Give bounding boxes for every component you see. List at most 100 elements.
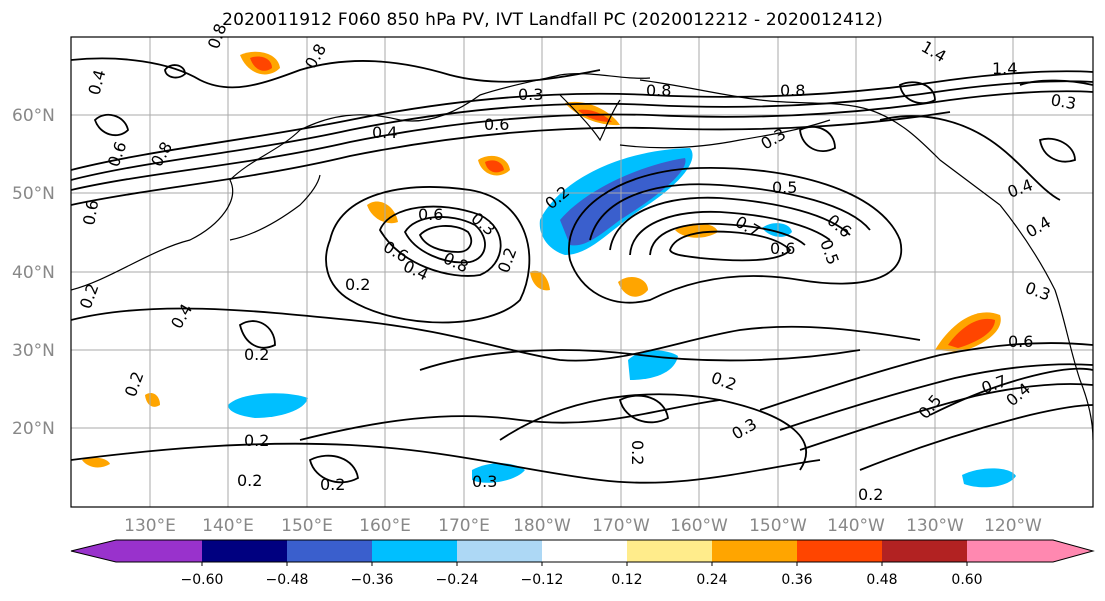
jet-contour-2 <box>71 80 1093 181</box>
colorbar-tick-label: −0.12 <box>521 572 564 588</box>
contour-label: 0.3 <box>1049 90 1077 113</box>
colorbar-tick-label: −0.36 <box>351 572 394 588</box>
small-loop-e <box>238 320 276 349</box>
contour-label: 0.2 <box>237 471 262 490</box>
contour-label: 0.2 <box>628 440 647 465</box>
cyclone-east-2 <box>609 196 851 251</box>
cyclone-east-1 <box>589 183 871 241</box>
cyclone-west-1 <box>379 205 502 277</box>
colorbar-segment <box>542 540 627 562</box>
cyclone-west-2 <box>403 216 486 264</box>
lon-label: 180°W <box>513 516 571 536</box>
colorbar-segment <box>202 540 287 562</box>
ar-plume-2 <box>779 363 1093 431</box>
ivt-contours <box>71 57 1093 484</box>
cyclone-east-outer <box>568 167 903 304</box>
negative-anomaly-pacific <box>228 393 308 418</box>
contour-label: 0.8 <box>646 81 671 100</box>
lon-label: 150°E <box>281 516 333 536</box>
contour-label: 0.3 <box>729 414 761 443</box>
negative-anomaly-core <box>560 158 686 246</box>
asia-coast <box>71 72 651 291</box>
japan-coast <box>229 174 321 241</box>
colorbar-tick-label: −0.24 <box>436 572 479 588</box>
jet-contour-4 <box>71 111 951 206</box>
contour-label: 0.5 <box>816 237 843 267</box>
negative-anomaly-east <box>962 468 1016 488</box>
lon-label: 140°E <box>202 516 254 536</box>
contour-label: 0.2 <box>121 369 148 399</box>
colorbar-segment <box>287 540 372 562</box>
positive-anomaly-sea-core <box>485 160 504 173</box>
small-loop-a <box>164 64 186 79</box>
lon-label: 120°W <box>984 516 1042 536</box>
negative-anomaly-south <box>472 463 525 483</box>
cyclone-west-3 <box>418 225 472 253</box>
contour-label: 0.2 <box>494 245 521 275</box>
colorbar-tick-label: −0.48 <box>266 572 309 588</box>
small-loop-d <box>1038 137 1076 163</box>
colorbar: −0.60 −0.48 −0.36 −0.24 −0.12 0.12 0.24 … <box>70 539 1095 588</box>
positive-anomaly-kamchatka-core <box>578 109 612 122</box>
colorbar-segment <box>372 540 457 562</box>
lon-label: 130°E <box>124 516 176 536</box>
lon-label: 170°E <box>438 516 490 536</box>
contour-label: 0.6 <box>418 205 443 224</box>
contour-label: 0.4 <box>372 123 397 142</box>
contour-label: 0.2 <box>345 275 370 294</box>
contour-label: 0.8 <box>147 138 176 170</box>
subtropical-band-5 <box>499 393 807 471</box>
positive-anomaly-mid <box>618 276 648 297</box>
contour-label: 0.8 <box>780 81 805 100</box>
cyclone-east-4 <box>649 222 806 256</box>
contour-label: 0.6 <box>79 198 102 226</box>
map-frame <box>70 36 1094 508</box>
aleutians <box>619 119 831 149</box>
contour-label: 0.2 <box>244 345 269 364</box>
small-loop-b <box>93 113 129 137</box>
small-loop-f <box>799 126 836 152</box>
colorbar-tick-label: −0.60 <box>181 572 224 588</box>
colorbar-segment <box>71 540 116 562</box>
contour-label: 0.3 <box>1023 278 1053 305</box>
lat-label: 50°N <box>12 184 55 204</box>
positive-anomaly-gulf <box>675 223 718 238</box>
kamchatka-coast <box>559 94 621 142</box>
cyclone-east-inner <box>669 230 792 262</box>
lon-label: 160°E <box>359 516 411 536</box>
colorbar-segment <box>457 540 542 562</box>
small-loop-h <box>308 454 359 484</box>
longitude-labels: 130°E 140°E 150°E 160°E 170°E 180°W 170°… <box>124 516 1042 536</box>
contour-label: 0.6 <box>770 239 795 258</box>
pv-shading <box>82 51 1016 488</box>
colorbar-outline <box>70 539 1095 563</box>
contour-label: 0.4 <box>85 68 110 98</box>
positive-anomaly-coast-core <box>948 318 995 348</box>
graticule <box>71 37 1093 507</box>
cyclone-east-3 <box>629 210 831 256</box>
contour-label: 0.3 <box>472 472 497 491</box>
subtropical-band-3 <box>299 399 721 441</box>
contour-label: 1.4 <box>918 37 950 66</box>
lat-label: 30°N <box>12 341 55 361</box>
lat-label: 60°N <box>12 106 55 126</box>
colorbar-segment <box>797 540 882 562</box>
contour-label: 1.4 <box>992 59 1017 78</box>
contour-label: 0.5 <box>915 391 946 423</box>
jet-contour-3 <box>71 90 1093 191</box>
contour-label: 0.2 <box>76 281 103 311</box>
subtropical-band-4 <box>71 442 821 484</box>
contour-label: 0.8 <box>204 21 231 51</box>
lon-label: 150°W <box>749 516 807 536</box>
colorbar-segment <box>882 540 967 562</box>
ar-plume-5 <box>859 404 1093 471</box>
lat-label: 20°N <box>12 419 55 439</box>
ne-contour <box>879 115 1061 201</box>
ar-plume-1 <box>759 342 1093 411</box>
lat-label: 40°N <box>12 263 55 283</box>
colorbar-segment <box>627 540 712 562</box>
chart-title: 2020011912 F060 850 hPa PV, IVT Landfall… <box>222 10 883 30</box>
positive-anomaly-small-c <box>145 393 160 407</box>
coastlines <box>71 72 1093 441</box>
